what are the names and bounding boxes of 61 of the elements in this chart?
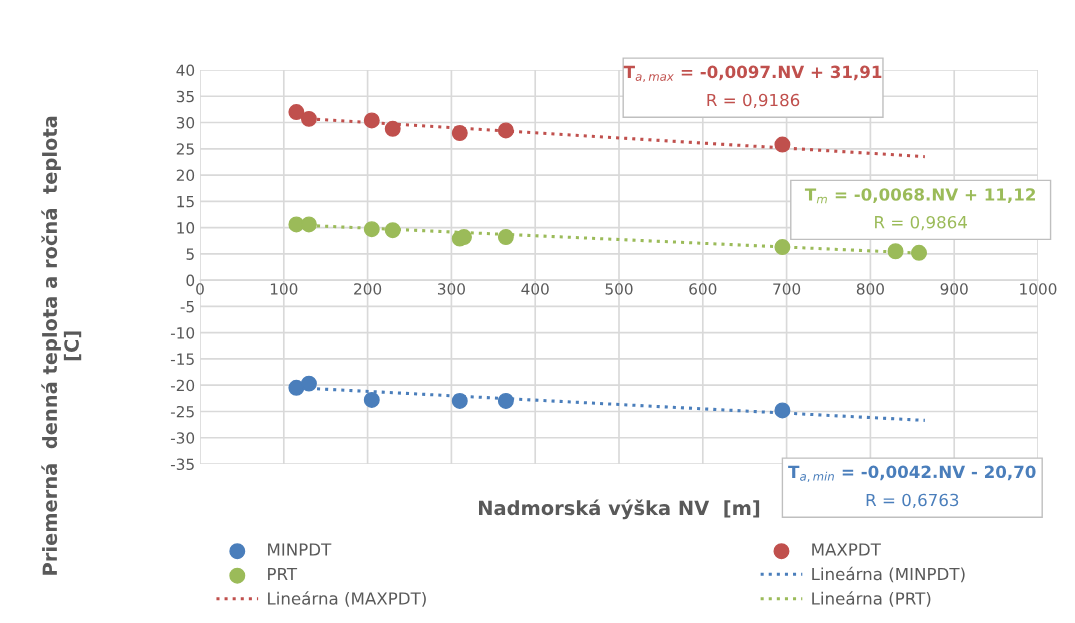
- x-tick-label: 700: [773, 283, 801, 295]
- legend-label: MINPDT: [268, 543, 332, 556]
- y-tick-label: -25: [170, 405, 194, 418]
- x-tick-label: 0: [196, 283, 204, 295]
- legend-label: PRT: [268, 567, 298, 581]
- point: [300, 216, 317, 233]
- x-tick-label: 900: [940, 283, 968, 295]
- y-tick-label: 25: [176, 143, 194, 155]
- point: [300, 110, 317, 127]
- x-tick-label: 400: [521, 283, 549, 295]
- point: [384, 222, 401, 239]
- point: [363, 391, 380, 408]
- point: [288, 104, 305, 121]
- point: [451, 125, 468, 142]
- y-tick-label: -30: [170, 432, 195, 444]
- y-tick-label: 0: [186, 274, 195, 287]
- annotation: T$_{m}$ = -0,0068.NV + 11,12: [804, 188, 1036, 204]
- legend-label: MAXPDT: [812, 543, 881, 556]
- text: R = 0,6763: [866, 493, 959, 508]
- point: [887, 243, 904, 260]
- y-axis-title: Priemerná denná teplota a ročná teplota [C]: [41, 116, 82, 575]
- y-tick-label: 10: [177, 222, 195, 234]
- annotation: R = 0,9186: [707, 93, 800, 109]
- x-tick-label: 200: [354, 283, 382, 295]
- y-tick-label: 15: [177, 196, 194, 208]
- y-tick-label: -15: [170, 353, 194, 365]
- point: [497, 122, 514, 139]
- x-tick-label: 500: [605, 283, 633, 295]
- point: [774, 136, 791, 153]
- y-tick-label: -10: [170, 327, 195, 339]
- y-tick-label: -20: [170, 379, 195, 392]
- annotation: T$_{a,max}$ = -0,0097.NV + 31,91: [623, 65, 882, 83]
- y-tick-label: 5: [186, 248, 194, 260]
- y-tick-label: -35: [170, 458, 194, 471]
- point: [774, 402, 791, 419]
- y-tick-label: 35: [176, 90, 194, 103]
- legend-label: Lineárna (MINPDT): [812, 566, 965, 583]
- y-tick-label: 20: [176, 169, 195, 182]
- point: [300, 375, 317, 392]
- x-tick-label: 800: [856, 283, 884, 295]
- x-tick-label: 300: [437, 283, 465, 295]
- point: [497, 392, 514, 409]
- point: [911, 244, 927, 261]
- legend-label: Lineárna (PRT): [812, 591, 931, 607]
- y-tick-label: -5: [180, 301, 194, 313]
- x-tick-label: 100: [270, 283, 298, 295]
- x-tick-label: 600: [689, 283, 717, 295]
- point: [384, 120, 401, 137]
- point: [363, 221, 380, 238]
- point: [451, 392, 468, 409]
- y-tick-label: 40: [176, 64, 195, 77]
- point: [363, 112, 380, 129]
- y-tick-label: 30: [176, 117, 195, 129]
- point: [774, 239, 791, 256]
- point: [288, 379, 305, 396]
- legend-label: Lineárna (MAXPDT): [268, 591, 426, 607]
- x-tick-label: 1000: [1020, 283, 1057, 295]
- text: T$_{a,min}$ = -0,0042.NV - 20,70: [788, 465, 1036, 482]
- annotation: R = 0,9864: [875, 215, 967, 231]
- x-axis-title: Nadmorská výška NV [m]: [479, 499, 760, 520]
- point: [497, 229, 514, 246]
